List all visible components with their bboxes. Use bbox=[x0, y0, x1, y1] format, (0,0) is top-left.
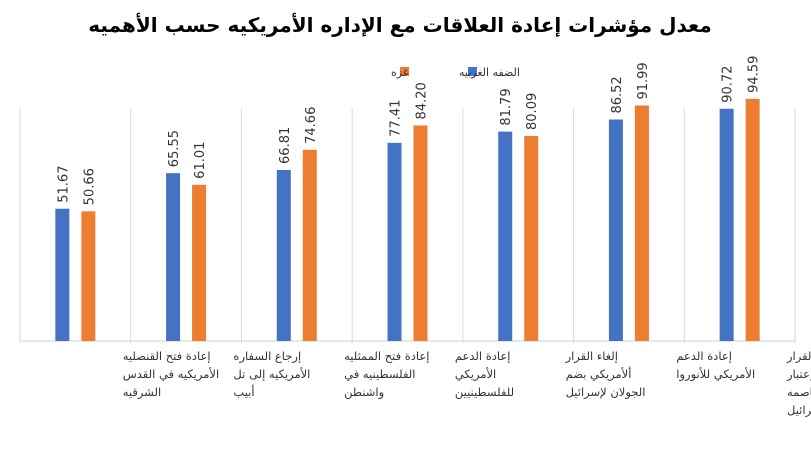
bar-gaza bbox=[302, 149, 317, 341]
bar-gaza bbox=[745, 98, 760, 341]
category-label-line: الجولان لإسرائيل bbox=[566, 385, 646, 400]
category-label-line: أبيب bbox=[233, 384, 254, 399]
category-label-line: إرجاع السفاره bbox=[233, 349, 301, 364]
category-label-line: الأمريكي bbox=[455, 367, 496, 382]
bar-gaza bbox=[634, 105, 649, 341]
category-label-line: إلغاء القرار bbox=[786, 349, 811, 364]
bar-gaza bbox=[524, 135, 539, 341]
category-label-line: إلغاء القرار bbox=[565, 349, 618, 364]
bar-west-bank bbox=[608, 119, 623, 342]
category-label: إلغاء القرار ألأمريكي بضم الجولان لإسرائيل bbox=[565, 349, 646, 400]
data-label: 50.66 bbox=[82, 168, 97, 205]
category-label-line: إعادة فتح الممثليه bbox=[344, 349, 429, 363]
category-label: إعادة فتح القنصليه الأمريكيه في القدس الشر… bbox=[123, 349, 219, 400]
bar-west-bank bbox=[719, 108, 734, 341]
legend-label: الضفه الغربيه bbox=[459, 66, 520, 79]
data-label: 81.79 bbox=[499, 88, 514, 125]
data-label: 77.41 bbox=[389, 100, 404, 137]
bar-west-bank bbox=[498, 131, 513, 341]
data-label: 74.66 bbox=[304, 107, 319, 144]
bar-gaza bbox=[192, 184, 207, 341]
data-label: 51.67 bbox=[56, 166, 71, 203]
category-label-line: الفلسطينيه في bbox=[344, 367, 415, 381]
category-label-line: الأمريكيه إلى تل bbox=[233, 367, 310, 382]
category-label: إرجاع السفاره الأمريكيه إلى تل أبيب bbox=[233, 349, 310, 399]
bar-west-bank bbox=[276, 169, 291, 341]
category-label-line: للفلسطينيين bbox=[455, 385, 514, 400]
category-label: إعادة الدعم الأمريكي للأنوروا bbox=[676, 349, 755, 382]
category-label: إعادة الدعم الأمريكي للفلسطينيين bbox=[455, 349, 514, 400]
legend-swatch bbox=[468, 67, 477, 76]
data-label: 91.99 bbox=[636, 62, 651, 99]
bar-gaza bbox=[413, 125, 428, 341]
category-label-line: لإسرائيل bbox=[787, 403, 811, 418]
bar-west-bank bbox=[55, 208, 70, 341]
data-label: 61.01 bbox=[193, 142, 208, 179]
chart-title: معدل مؤشرات إعادة العلاقات مع الإداره ال… bbox=[88, 12, 711, 37]
data-label: 86.52 bbox=[610, 76, 625, 113]
category-label-line: الأمريكي بإعتبار bbox=[786, 367, 811, 382]
data-label: 65.55 bbox=[167, 130, 182, 167]
category-labels: إعادة فتح القنصليه الأمريكيه في القدس الشر… bbox=[123, 349, 811, 418]
category-label-line: الأمريكيه في القدس bbox=[123, 367, 219, 382]
data-label: 94.59 bbox=[747, 56, 762, 93]
category-label-line: واشنطن bbox=[344, 385, 384, 400]
legend: الضفه الغربيه غزه bbox=[391, 66, 520, 79]
category-label-line: إعادة فتح القنصليه bbox=[123, 349, 211, 363]
category-label-line: ألأمريكي بضم bbox=[566, 366, 632, 382]
legend-swatch bbox=[400, 67, 409, 76]
data-label: 80.09 bbox=[525, 93, 540, 130]
category-label-line: إعادة الدعم bbox=[676, 349, 732, 363]
bar-gaza bbox=[81, 211, 96, 341]
bar-west-bank bbox=[387, 142, 402, 341]
category-label: إعادة فتح الممثليه الفلسطينيه في واشنطن bbox=[344, 349, 429, 400]
data-label: 66.81 bbox=[278, 127, 293, 164]
category-label-line: الشرقيه bbox=[123, 385, 161, 400]
category-label: إلغاء القرار الأمريكي بإعتبار القدس عاصمه ل… bbox=[786, 349, 811, 418]
plot-area: 51.67 65.55 66.81 77.41 81.79 86.52 90.72 50.66… bbox=[19, 56, 796, 343]
category-label-line: القدس عاصمه bbox=[787, 385, 811, 400]
category-label-line: إعادة الدعم bbox=[455, 349, 511, 363]
legend-label: غزه bbox=[391, 66, 409, 79]
data-label: 90.72 bbox=[721, 66, 736, 103]
bar-west-bank bbox=[166, 173, 181, 341]
data-label: 84.20 bbox=[415, 82, 430, 119]
category-label-line: الأمريكي للأنوروا bbox=[676, 367, 755, 382]
